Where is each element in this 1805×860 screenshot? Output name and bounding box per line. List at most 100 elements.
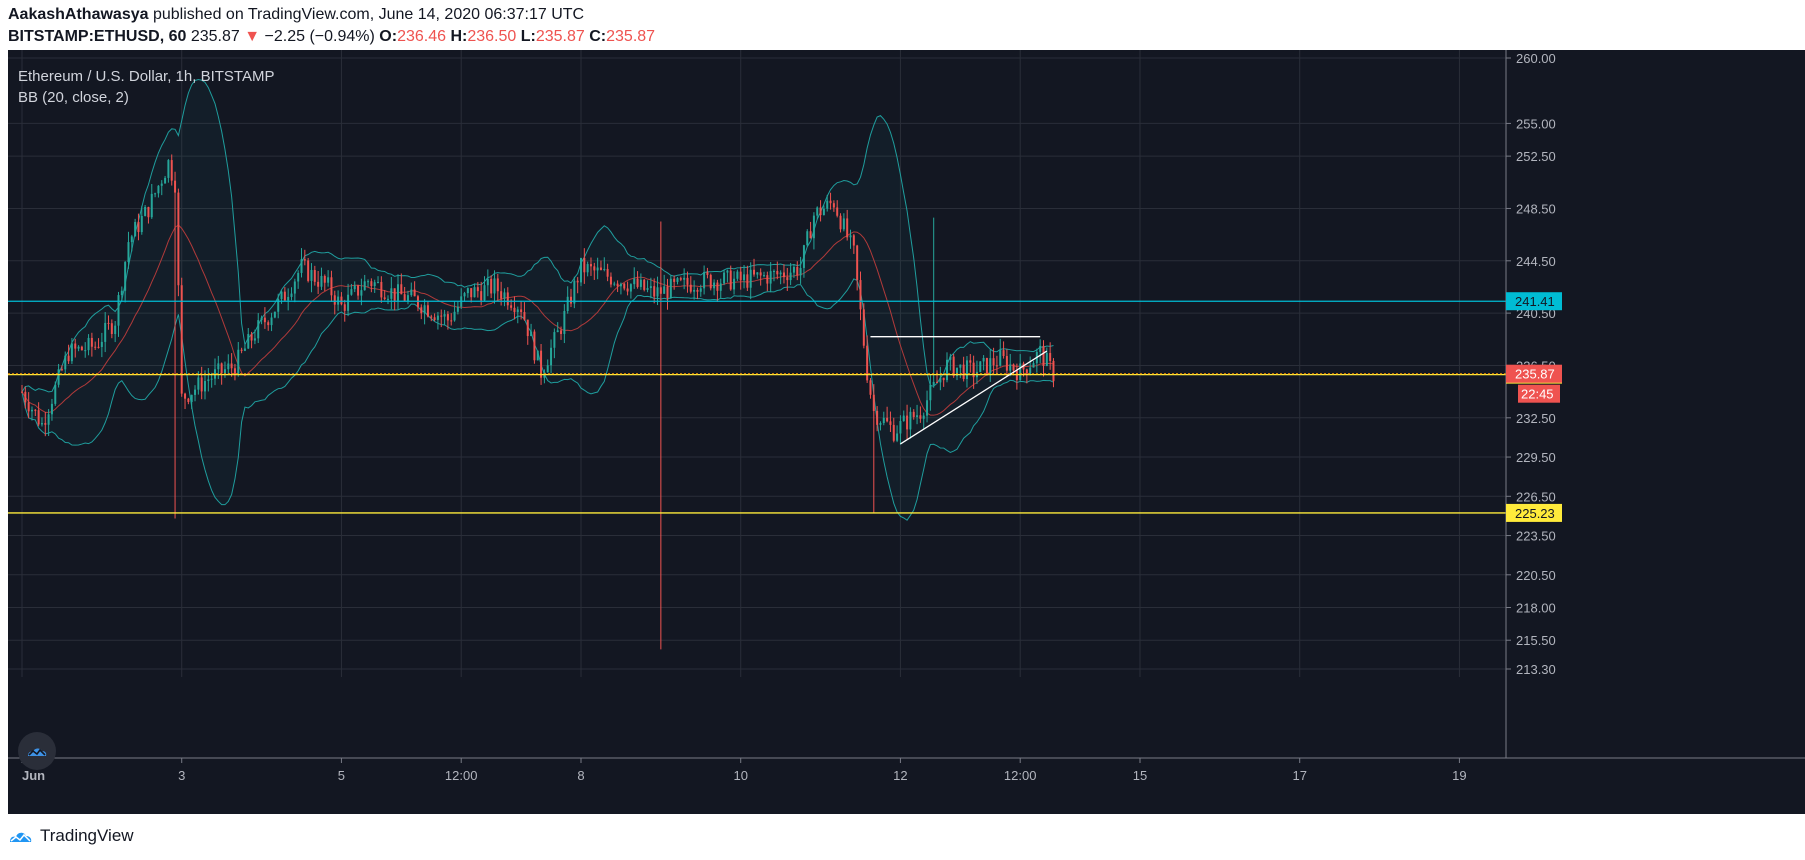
- candle: [164, 175, 167, 184]
- candle: [426, 301, 429, 318]
- candle: [912, 409, 915, 420]
- candle-body: [170, 160, 173, 181]
- time-tick-label: Jun: [22, 768, 45, 783]
- candle-body: [570, 296, 573, 304]
- candle: [410, 282, 413, 297]
- candle: [77, 345, 80, 352]
- candle: [743, 264, 746, 289]
- candle: [200, 366, 203, 400]
- price-tick-label: 244.50: [1516, 254, 1556, 269]
- candle-body: [743, 274, 746, 281]
- candle-body: [220, 363, 223, 374]
- candle-body: [676, 278, 679, 282]
- candle-body: [520, 309, 523, 313]
- candle: [353, 281, 356, 293]
- legend-indicator[interactable]: BB (20, close, 2): [18, 89, 129, 106]
- candle: [560, 326, 563, 340]
- candle-body: [772, 270, 775, 272]
- candle: [926, 390, 929, 423]
- candle: [67, 344, 70, 364]
- tradingview-logo-button[interactable]: [18, 732, 56, 770]
- candle-body: [1002, 350, 1005, 357]
- candle-body: [94, 346, 97, 348]
- candle: [523, 302, 526, 321]
- candle: [187, 397, 190, 405]
- candle: [613, 281, 616, 287]
- candle-body: [257, 320, 260, 339]
- candle-body: [995, 365, 998, 367]
- low-label: L:: [520, 28, 536, 45]
- candle: [124, 260, 127, 303]
- candle-body: [413, 289, 416, 297]
- candle: [676, 277, 679, 285]
- candle-body: [64, 355, 67, 370]
- candle-body: [207, 379, 210, 382]
- candle-body: [390, 288, 393, 299]
- candle: [812, 212, 815, 250]
- candle-body: [333, 295, 336, 305]
- down-arrow-icon: ▼: [244, 28, 261, 45]
- candle: [992, 347, 995, 375]
- tradingview-brand[interactable]: TradingView: [8, 826, 134, 846]
- candle: [546, 359, 549, 373]
- time-axis: Jun 3 5 12:00 8 10 12 12:00 15 17 19: [21, 758, 1467, 783]
- candle: [24, 386, 27, 409]
- candle: [909, 407, 912, 439]
- candle: [27, 392, 30, 419]
- close-value: 235.87: [606, 28, 656, 45]
- candle: [1025, 368, 1028, 384]
- candle: [995, 355, 998, 375]
- candle: [107, 315, 110, 330]
- candle-body: [510, 305, 513, 308]
- chart-panel[interactable]: 260.00255.00252.50248.50244.50240.50236.…: [8, 50, 1805, 814]
- candle-body: [909, 411, 912, 430]
- author-name[interactable]: AakashAthawasya: [8, 6, 149, 23]
- candle-body: [852, 235, 855, 246]
- candle-body: [287, 296, 290, 301]
- candle: [270, 312, 273, 332]
- candle-body: [150, 193, 153, 218]
- candle: [1042, 340, 1045, 377]
- candle: [154, 192, 157, 198]
- candle-body: [536, 350, 539, 361]
- candle: [363, 274, 366, 291]
- candle: [579, 257, 582, 287]
- candle: [194, 385, 197, 402]
- candle: [753, 258, 756, 277]
- candle: [227, 354, 230, 376]
- candle: [656, 276, 659, 306]
- candle-body: [789, 272, 792, 281]
- candle-body: [839, 215, 842, 230]
- candle-body: [144, 206, 147, 217]
- candle: [64, 351, 67, 374]
- candle-body: [493, 278, 496, 294]
- candle-body: [77, 346, 80, 349]
- candle: [1032, 360, 1035, 368]
- candle-body: [174, 180, 177, 193]
- candle-body: [263, 317, 266, 323]
- candle-body: [616, 283, 619, 287]
- brand-name: TradingView: [40, 826, 134, 845]
- candle-body: [896, 433, 899, 441]
- candle-body: [683, 277, 686, 280]
- candle: [526, 319, 529, 345]
- price-chart[interactable]: 260.00255.00252.50248.50244.50240.50236.…: [8, 50, 1805, 814]
- candle-body: [533, 331, 536, 361]
- candle-body: [872, 394, 875, 411]
- candle: [659, 221, 662, 650]
- candle: [623, 282, 626, 291]
- candle-body: [826, 200, 829, 209]
- candle-body: [184, 393, 187, 399]
- candle: [287, 288, 290, 311]
- candle-body: [47, 414, 50, 425]
- candle: [763, 271, 765, 278]
- candle-body: [513, 307, 516, 313]
- candle: [1002, 341, 1005, 359]
- candle-body: [979, 361, 982, 372]
- price-tick-label: 255.00: [1516, 116, 1556, 131]
- price-tick-label: 215.50: [1516, 633, 1556, 648]
- candle-body: [673, 278, 676, 282]
- candle: [390, 276, 393, 310]
- candle: [37, 402, 40, 427]
- candle-body: [806, 231, 809, 246]
